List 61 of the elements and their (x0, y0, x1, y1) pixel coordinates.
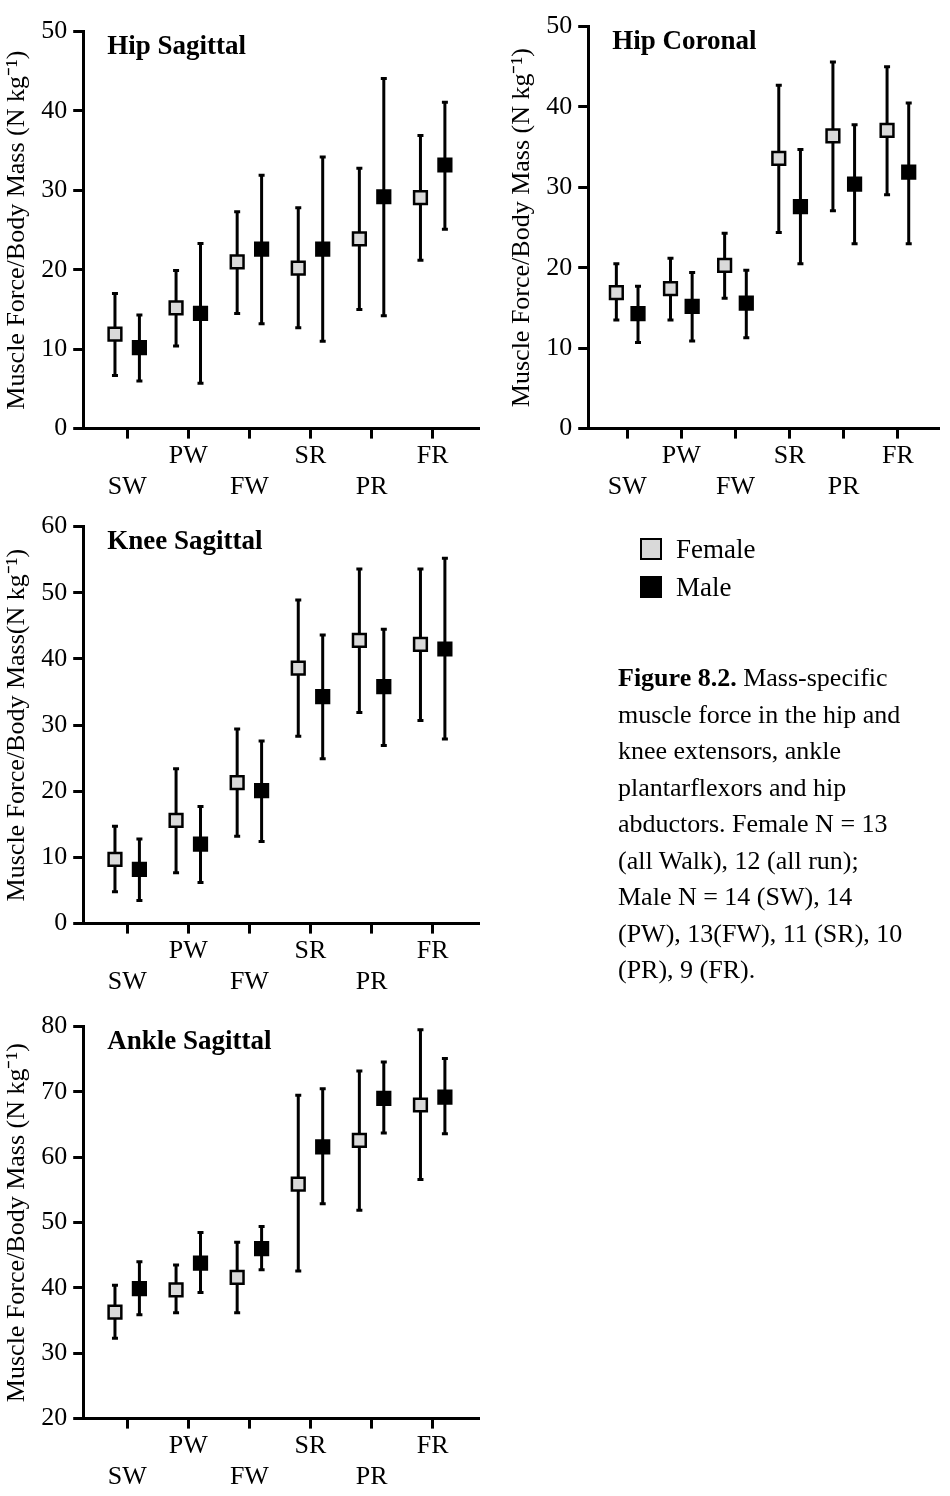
x-tick-label: SW (107, 1461, 148, 1491)
x-tick-label: FW (715, 471, 756, 501)
x-tick-label: SR (294, 440, 328, 470)
y-tick-label: 70 (41, 1075, 68, 1105)
x-tick-label: FW (229, 471, 270, 501)
x-tick-label: FR (416, 440, 450, 470)
y-tick-label: 60 (41, 1141, 68, 1171)
y-tick-label: 0 (54, 412, 68, 442)
x-tick-label: SR (294, 935, 328, 965)
y-tick-label: 50 (41, 15, 68, 45)
x-tick-label: PR (355, 966, 389, 996)
y-axis-title: Muscle Force/Body Mass (N kg⁻¹) (1, 1043, 31, 1403)
x-tick-label: PW (168, 440, 209, 470)
legend-label: Male (676, 571, 732, 604)
x-tick-label: FW (229, 1461, 270, 1491)
x-tick-label: SR (294, 1430, 328, 1460)
text: Figure 8.2. Mass-specific muscle force in the hip and knee extensors, ankle plantarflexors and hip abductors. Female N = 13 (all Walk), 12 (all run); Male N = 14 (SW), 14 (PW), 13(FW), 11 (SR), 10 (PR), 9 (FR). (618, 663, 903, 984)
y-tick-label: 20 (41, 1402, 68, 1432)
x-tick-label: PR (827, 471, 861, 501)
y-tick-label: 30 (546, 171, 573, 201)
y-tick-label: 50 (546, 10, 573, 40)
x-tick-label: PW (168, 1430, 209, 1460)
y-tick-label: 40 (41, 1271, 68, 1301)
y-tick-label: 40 (41, 642, 68, 672)
y-tick-label: 10 (41, 841, 68, 871)
y-tick-label: 30 (41, 1337, 68, 1367)
y-tick-label: 30 (41, 174, 68, 204)
chart-title: Knee Sagittal (107, 525, 263, 556)
x-tick-label: PR (355, 471, 389, 501)
x-tick-label: FR (881, 440, 915, 470)
chart-title: Hip Coronal (612, 25, 757, 56)
y-tick-label: 40 (546, 90, 573, 120)
y-tick-label: 10 (41, 333, 68, 363)
x-tick-label: PW (661, 440, 702, 470)
y-tick-label: 50 (41, 576, 68, 606)
y-axis-title: Muscle Force/Body Mass (N kg⁻¹) (1, 50, 31, 410)
chart-title: Hip Sagittal (107, 30, 247, 61)
y-tick-label: 50 (41, 1206, 68, 1236)
y-tick-label: 20 (546, 251, 573, 281)
x-tick-label: FR (416, 935, 450, 965)
y-tick-label: 30 (41, 708, 68, 738)
legend-label: Female (676, 533, 756, 566)
y-tick-label: 0 (559, 412, 573, 442)
x-tick-label: FW (229, 966, 270, 996)
x-tick-label: FR (416, 1430, 450, 1460)
y-tick-label: 20 (41, 775, 68, 805)
y-tick-label: 60 (41, 510, 68, 540)
x-tick-label: PW (168, 935, 209, 965)
y-axis-title: Muscle Force/Body Mass (N kg⁻¹) (506, 48, 536, 408)
x-tick-label: SW (107, 471, 148, 501)
y-tick-label: 80 (41, 1010, 68, 1040)
y-tick-label: 40 (41, 94, 68, 124)
y-tick-label: 10 (546, 332, 573, 362)
x-tick-label: PR (355, 1461, 389, 1491)
y-tick-label: 0 (54, 907, 68, 937)
x-tick-label: SW (107, 966, 148, 996)
x-tick-label: SW (607, 471, 648, 501)
y-tick-label: 20 (41, 253, 68, 283)
chart-title: Ankle Sagittal (107, 1025, 272, 1056)
x-tick-label: SR (773, 440, 807, 470)
y-axis-title: Muscle Force/Body Mass(N kg⁻¹) (1, 548, 31, 902)
